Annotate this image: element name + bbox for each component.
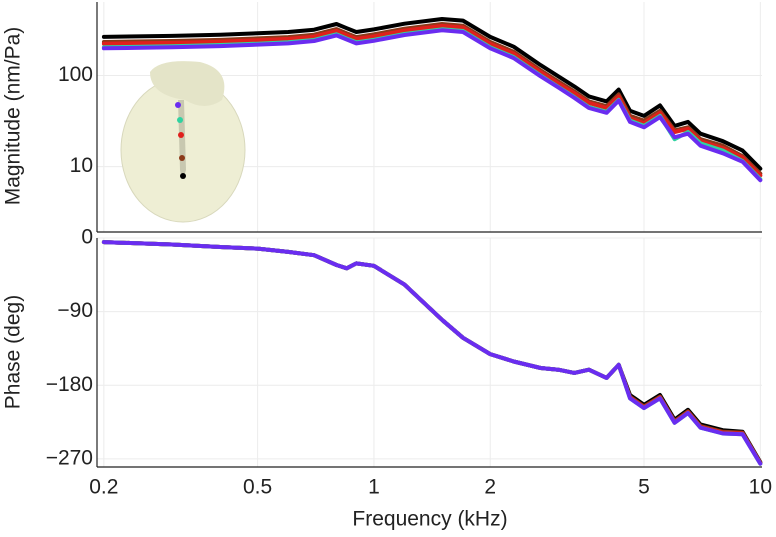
grid-layer xyxy=(97,2,762,467)
probe-dot xyxy=(175,102,181,108)
x-tick-label: 0.2 xyxy=(89,476,118,499)
ear-inset xyxy=(120,61,246,223)
x-tick-label: 5 xyxy=(638,476,650,499)
x-tick-label: 0.5 xyxy=(243,476,272,499)
y-tick-label: 10 xyxy=(70,154,93,177)
y-tick-label: −90 xyxy=(57,299,93,322)
y-axis-label: Magnitude (nm/Pa) xyxy=(2,27,25,206)
probe-dot xyxy=(177,117,183,123)
probe-dot xyxy=(179,155,185,161)
series-line xyxy=(101,240,763,465)
line-layer xyxy=(101,17,763,466)
y-axis-label: Phase (deg) xyxy=(2,295,25,409)
x-tick-label: 2 xyxy=(484,476,496,499)
series-line xyxy=(101,240,763,466)
series-line xyxy=(101,28,763,183)
probe-dot xyxy=(180,173,186,179)
ear-lobe xyxy=(150,61,225,106)
series-line xyxy=(101,23,763,178)
series-line xyxy=(101,240,763,465)
y-tick-label: 0 xyxy=(81,226,93,249)
series-line xyxy=(101,240,763,465)
series-line xyxy=(101,240,763,466)
axis-layer xyxy=(96,2,762,468)
y-tick-label: 100 xyxy=(58,63,93,86)
probe-dot xyxy=(178,132,184,138)
y-tick-label: −270 xyxy=(46,446,93,469)
x-tick-label: 10 xyxy=(749,476,772,499)
series-line xyxy=(101,17,763,171)
x-tick-label: 1 xyxy=(368,476,380,499)
x-axis-label: Frequency (kHz) xyxy=(352,508,507,531)
y-tick-label: −180 xyxy=(46,373,93,396)
